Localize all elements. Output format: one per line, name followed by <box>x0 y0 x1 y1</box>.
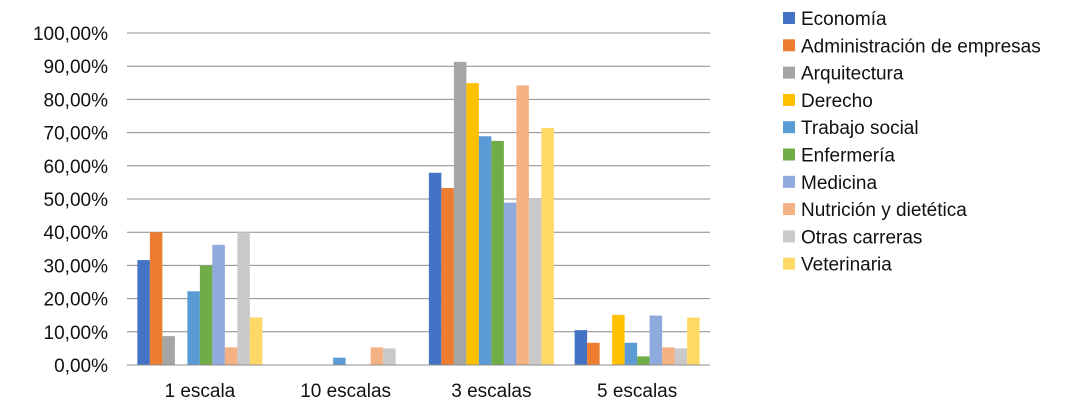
bar <box>441 188 454 365</box>
bar <box>370 347 384 365</box>
bar <box>687 317 700 365</box>
legend-label: Administración de empresas <box>801 36 1041 57</box>
bar <box>237 232 250 365</box>
legend-swatch <box>783 203 795 216</box>
legend-swatch <box>783 12 795 24</box>
bar <box>383 348 396 365</box>
legend-label: Arquitectura <box>801 64 904 85</box>
bar <box>249 317 263 365</box>
legend-swatch <box>783 175 795 188</box>
x-tick-label: 10 escalas <box>300 381 391 400</box>
legend-label: Nutrición y dietética <box>801 200 967 221</box>
legend-swatch <box>783 230 795 243</box>
bar <box>674 348 688 365</box>
y-tick-label: 0,00% <box>54 356 108 377</box>
bar <box>528 199 542 365</box>
bars <box>137 61 700 366</box>
legend-label: Otras carreras <box>801 227 922 248</box>
bar <box>149 232 163 365</box>
bar <box>333 357 346 365</box>
legend: Economía Administración de empresas Arquit… <box>783 9 1041 276</box>
bar <box>637 356 650 365</box>
legend-swatch <box>783 39 795 52</box>
y-tick-label: 40,00% <box>44 223 109 244</box>
bar <box>624 342 638 365</box>
legend-swatch <box>783 257 795 270</box>
bar <box>503 202 517 365</box>
bar <box>516 85 529 366</box>
legend-swatch <box>783 66 795 79</box>
x-axis-tick-labels: 1 escala 10 escalas 3 escalas 5 escalas <box>164 381 677 400</box>
legend-swatch <box>783 121 795 134</box>
x-tick-label: 1 escala <box>164 381 235 400</box>
legend-label: Trabajo social <box>801 118 919 139</box>
bar <box>649 315 663 365</box>
bar <box>541 127 554 366</box>
y-tick-label: 60,00% <box>44 157 109 178</box>
y-tick-label: 50,00% <box>44 190 109 211</box>
bar <box>428 172 442 365</box>
bar <box>491 140 504 365</box>
legend-label: Veterinaria <box>801 255 892 276</box>
bar <box>224 347 238 365</box>
y-tick-label: 90,00% <box>44 57 109 78</box>
bar <box>662 347 675 365</box>
y-tick-label: 80,00% <box>44 90 109 111</box>
bar <box>162 336 175 365</box>
bar <box>587 342 600 365</box>
bar <box>453 61 467 365</box>
bar <box>137 260 150 365</box>
legend-label: Enfermería <box>801 146 895 167</box>
bar <box>199 265 213 365</box>
bar <box>612 314 625 365</box>
y-tick-label: 100,00% <box>33 24 108 45</box>
legend-label: Derecho <box>801 91 873 112</box>
x-tick-label: 3 escalas <box>451 381 531 400</box>
bar <box>466 83 479 366</box>
bar <box>478 136 492 365</box>
legend-label: Economía <box>801 9 887 30</box>
y-tick-label: 20,00% <box>44 290 109 311</box>
y-tick-label: 10,00% <box>44 323 109 344</box>
legend-swatch <box>783 148 795 161</box>
y-tick-label: 30,00% <box>44 256 109 277</box>
x-tick-label: 5 escalas <box>597 381 677 400</box>
y-axis-tick-labels: 0,00% 10,00% 20,00% 30,00% 40,00% 50,00% 60,00… <box>33 24 108 377</box>
bar <box>574 330 588 365</box>
bar <box>212 244 225 365</box>
legend-label: Medicina <box>801 173 877 194</box>
y-tick-label: 70,00% <box>44 124 109 145</box>
bar <box>187 291 200 365</box>
legend-swatch <box>783 93 795 106</box>
